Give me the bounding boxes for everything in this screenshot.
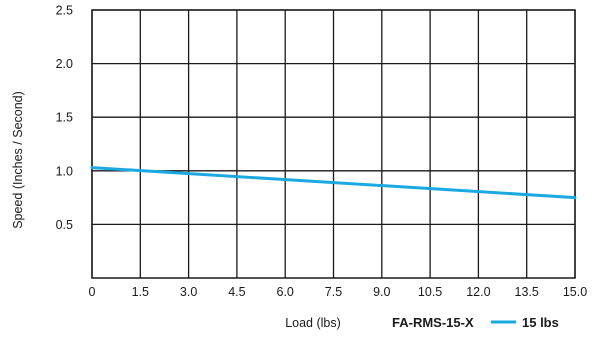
legend-series-label: 15 lbs	[522, 315, 559, 330]
x-tick-label: 1.5	[132, 285, 149, 299]
y-tick-label: 2.0	[56, 57, 73, 71]
y-tick-label: 1.0	[56, 164, 73, 178]
x-tick-label: 15.0	[563, 285, 587, 299]
plot-frame	[91, 9, 576, 279]
x-tick-label: 10.5	[418, 285, 442, 299]
x-tick-label: 9.0	[373, 285, 390, 299]
x-tick-labels: 0 1.5 3.0 4.5 6.0 7.5 9.0 10.5 12.0 13.5 15.0	[89, 285, 588, 299]
legend-model-label: FA-RMS-15-X	[392, 315, 474, 330]
x-tick-label: 12.0	[466, 285, 490, 299]
y-tick-label: 0.5	[56, 218, 73, 232]
y-tick-label: 2.5	[56, 4, 73, 18]
y-axis-label: Speed (Inches / Second)	[11, 91, 25, 229]
x-axis-label: Load (lbs)	[285, 316, 341, 330]
x-tick-label: 13.5	[515, 285, 539, 299]
y-tick-labels: 0.5 1.0 1.5 2.0 2.5	[56, 4, 73, 232]
series-layer	[90, 166, 577, 200]
x-tick-label: 0	[89, 285, 96, 299]
legend: FA-RMS-15-X 15 lbs	[392, 315, 559, 330]
x-tick-label: 7.5	[325, 285, 342, 299]
x-tick-label: 3.0	[180, 285, 197, 299]
series-line	[90, 166, 577, 200]
x-tick-label: 4.5	[228, 285, 245, 299]
x-tick-label: 6.0	[277, 285, 294, 299]
grid	[91, 9, 576, 278]
y-tick-label: 1.5	[56, 111, 73, 125]
